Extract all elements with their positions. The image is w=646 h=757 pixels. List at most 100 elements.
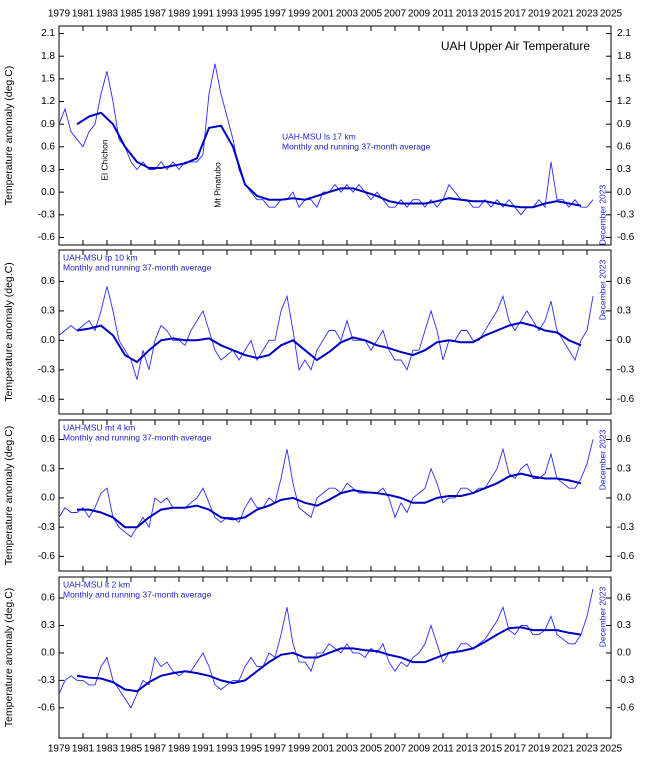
y-tick-label-right: -0.3 [617, 364, 635, 375]
x-tick-label-top: 2017 [504, 9, 527, 20]
x-tick-label: 2025 [600, 744, 623, 755]
plot-frame [58, 576, 612, 739]
y-tick-label: 0.0 [41, 493, 55, 504]
x-tick-label-top: 2011 [432, 9, 454, 20]
running-average-line [77, 472, 582, 529]
y-tick-label: -0.3 [38, 364, 56, 375]
y-tick-label-right: 0.3 [617, 620, 631, 631]
y-tick-label: 1.2 [41, 96, 55, 107]
y-tick-label: 0.6 [41, 434, 55, 445]
x-tick-label: 1981 [72, 744, 95, 755]
x-tick-label-top: 2015 [480, 9, 503, 20]
y-tick-label-right: 0.0 [617, 493, 631, 504]
x-tick-label-top: 1991 [192, 9, 215, 20]
series-label: UAH-MSU tp 10 km [63, 252, 138, 262]
y-tick-label: 0.6 [41, 593, 55, 604]
y-tick-label: 1.8 [41, 51, 55, 62]
y-tick-label-right: 1.5 [617, 74, 631, 85]
y-tick-label: 0.6 [41, 141, 55, 152]
x-tick-label: 2023 [576, 744, 599, 755]
y-tick-label-right: 0.0 [617, 187, 631, 198]
x-tick-label: 2017 [504, 744, 527, 755]
y-tick-label-right: 2.1 [617, 28, 631, 39]
y-tick-label-right: 0.6 [617, 141, 631, 152]
y-tick-label: 0.6 [41, 276, 55, 287]
x-tick-label-top: 1995 [240, 9, 263, 20]
y-tick-label: 0.3 [41, 463, 55, 474]
y-tick-label: 0.0 [41, 648, 55, 659]
y-tick-label: -0.6 [38, 394, 56, 405]
plot-frame [58, 25, 612, 246]
x-tick-label: 1983 [96, 744, 119, 755]
x-tick-label-top: 2001 [312, 9, 335, 20]
x-tick-label-top: 1993 [216, 9, 239, 20]
y-tick-label-right: 1.8 [617, 51, 631, 62]
y-tick-label-right: -0.6 [617, 551, 635, 562]
x-tick-label-top: 1983 [96, 9, 119, 20]
x-tick-label: 2021 [552, 744, 575, 755]
series-subtitle: Monthly and running 37-month average [63, 262, 212, 272]
y-tick-label-right: 0.6 [617, 593, 631, 604]
y-tick-label: -0.3 [38, 522, 56, 533]
chart-title: UAH Upper Air Temperature [441, 39, 591, 53]
x-tick-label: 1997 [264, 744, 287, 755]
x-tick-label: 1989 [168, 744, 191, 755]
x-tick-label: 1991 [192, 744, 215, 755]
date-label: December 2023 [597, 429, 607, 490]
x-tick-label-top: 2005 [360, 9, 383, 20]
x-tick-label: 1995 [240, 744, 263, 755]
plot-frame [58, 249, 612, 415]
y-axis-label: Temperature anomaly (deg.C) [3, 426, 15, 565]
y-tick-label: -0.6 [38, 702, 56, 713]
x-tick-label: 1985 [120, 744, 143, 755]
monthly-line [58, 286, 594, 380]
date-label: December 2023 [597, 184, 607, 245]
running-average-line [76, 111, 582, 209]
x-tick-label-top: 2007 [384, 9, 407, 20]
series-label: UAH-MSU mt 4 km [63, 422, 135, 432]
y-tick-label-right: -0.3 [617, 675, 635, 686]
x-tick-label-top: 1987 [144, 9, 167, 20]
x-tick-label: 2003 [336, 744, 359, 755]
y-tick-label-right: 1.2 [617, 96, 631, 107]
y-tick-label-right: 0.3 [617, 306, 631, 317]
plot-frame [58, 419, 612, 572]
y-tick-label-right: 0.6 [617, 434, 631, 445]
y-tick-label: 1.5 [41, 74, 55, 85]
date-label: December 2023 [597, 259, 607, 320]
x-tick-label-top: 2025 [600, 9, 623, 20]
x-tick-label-top: 1985 [120, 9, 143, 20]
y-tick-label: -0.6 [38, 232, 56, 243]
x-tick-label-top: 2013 [456, 9, 479, 20]
x-tick-label: 1979 [48, 744, 71, 755]
y-axis-label: Temperature anomaly (deg.C) [3, 66, 15, 205]
x-tick-label-top: 1981 [72, 9, 95, 20]
x-tick-label: 1993 [216, 744, 239, 755]
y-tick-label: 0.0 [41, 335, 55, 346]
x-tick-label-top: 1979 [48, 9, 71, 20]
y-tick-label-right: -0.6 [617, 394, 635, 405]
x-tick-label-top: 2019 [528, 9, 551, 20]
x-tick-label: 1987 [144, 744, 167, 755]
series-subtitle: Monthly and running 37-month average [63, 589, 212, 599]
y-tick-label: -0.3 [38, 675, 56, 686]
series-subtitle: Monthly and running 37-month average [282, 141, 431, 151]
y-tick-label: -0.6 [38, 551, 56, 562]
y-axis-label: Temperature anomaly (deg.C) [3, 588, 15, 727]
x-tick-label-top: 1989 [168, 9, 191, 20]
y-tick-label: 2.1 [41, 28, 55, 39]
y-tick-label-right: -0.6 [617, 702, 635, 713]
series-label: UAH-MSU ls 17 km [282, 131, 356, 141]
x-tick-label: 1999 [288, 744, 311, 755]
x-tick-label-top: 2021 [552, 9, 575, 20]
y-tick-label: 0.3 [41, 164, 55, 175]
y-axis-label: Temperature anomaly (deg.C) [3, 262, 15, 401]
y-tick-label: 0.0 [41, 187, 55, 198]
x-tick-label: 2005 [360, 744, 383, 755]
y-tick-label: -0.3 [38, 209, 56, 220]
y-tick-label-right: 0.0 [617, 648, 631, 659]
y-tick-label-right: 0.9 [617, 119, 631, 130]
monthly-line [58, 439, 594, 538]
x-tick-label-top: 2023 [576, 9, 599, 20]
